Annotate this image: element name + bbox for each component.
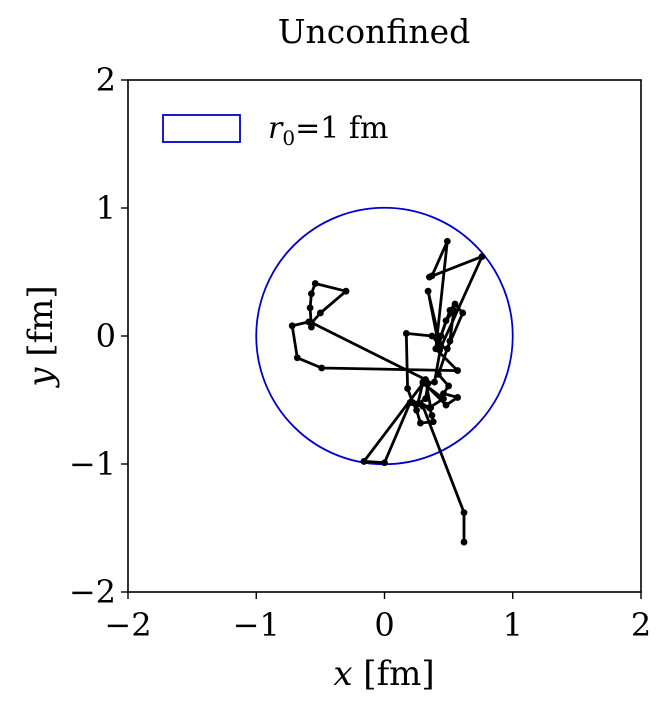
trajectory-point xyxy=(318,364,326,372)
trajectory-line xyxy=(290,239,484,543)
legend-swatch xyxy=(162,114,241,143)
trajectory-point xyxy=(446,337,454,345)
trajectory-point xyxy=(442,401,450,409)
trajectory-point xyxy=(443,345,451,353)
trajectory-point xyxy=(440,395,447,403)
trajectory-point xyxy=(409,399,417,406)
trajectory-point xyxy=(293,354,301,362)
trajectory-point xyxy=(288,322,296,330)
trajectory-point xyxy=(402,330,410,337)
trajectory-point xyxy=(443,237,451,245)
y-tick-label: 0 xyxy=(96,317,116,355)
trajectory-point xyxy=(413,406,420,414)
trajectory-point xyxy=(454,394,462,401)
y-axis-ticks: −2 −1 0 1 2 xyxy=(69,61,128,611)
y-tick-label: 1 xyxy=(96,189,116,227)
y-tick-label: −1 xyxy=(69,445,116,483)
y-axis-label: y [fm] xyxy=(21,285,61,388)
trajectory-point xyxy=(342,287,350,295)
x-tick-label: −2 xyxy=(104,606,151,644)
trajectory-point xyxy=(478,253,486,261)
trajectory-point xyxy=(306,304,314,312)
trajectory-point xyxy=(422,395,429,403)
trajectory-point xyxy=(432,345,440,353)
trajectory-point xyxy=(306,318,314,326)
trajectory-point xyxy=(431,378,438,386)
trajectory-point xyxy=(424,287,432,295)
trajectory-point xyxy=(434,332,442,340)
x-tick-label: 2 xyxy=(631,606,651,644)
trajectory-point xyxy=(316,309,324,317)
x-axis-ticks: −2 −1 0 1 2 xyxy=(104,592,651,644)
trajectory-point xyxy=(429,418,437,426)
trajectory-point xyxy=(428,332,436,340)
trajectory-point xyxy=(445,382,453,390)
x-axis-label: x [fm] xyxy=(333,654,434,694)
legend: r0=1 fm xyxy=(162,111,388,150)
trajectory-point xyxy=(460,538,468,546)
x-tick-label: −1 xyxy=(233,606,280,644)
trajectory-point xyxy=(460,509,468,517)
y-tick-label: −2 xyxy=(69,573,116,611)
trajectory-point xyxy=(459,309,467,317)
trajectory-point xyxy=(428,411,436,419)
trajectory-point xyxy=(422,376,429,383)
trajectory-point xyxy=(451,300,459,308)
y-tick-label: 2 xyxy=(96,61,116,99)
trajectory-point xyxy=(381,459,388,467)
legend-label: r0=1 fm xyxy=(268,111,388,150)
trajectory-point xyxy=(440,390,447,397)
axes-frame xyxy=(127,79,642,593)
trajectory-point xyxy=(417,419,424,427)
trajectory-point xyxy=(442,317,450,325)
trajectory-point xyxy=(450,307,458,314)
trajectory-point xyxy=(307,290,315,298)
x-tick-label: 1 xyxy=(503,606,523,644)
trajectory-point xyxy=(404,385,411,392)
trajectory-point xyxy=(417,400,424,408)
trajectory-point xyxy=(428,272,436,280)
trajectory-point xyxy=(434,371,442,378)
chart-title: Unconfined xyxy=(278,12,471,51)
trajectory-point xyxy=(311,280,319,287)
trajectory-point xyxy=(360,458,368,465)
trajectory-point xyxy=(454,367,462,374)
plot-area xyxy=(255,206,514,546)
trajectory-point xyxy=(427,404,435,412)
x-tick-label: 0 xyxy=(374,606,394,644)
